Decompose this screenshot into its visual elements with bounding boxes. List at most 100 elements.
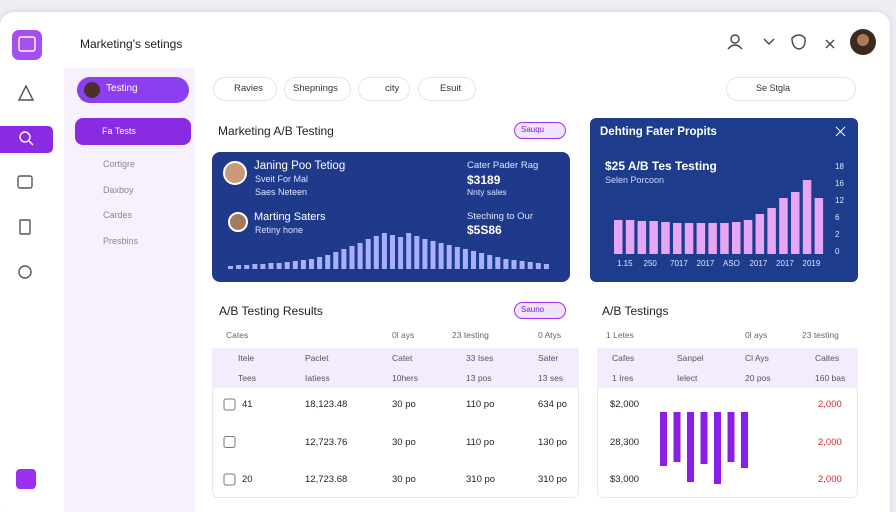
cell: 28,300 [610, 436, 640, 448]
y-tick-label: 2 [835, 230, 840, 239]
cell: 110 po [466, 399, 495, 410]
cell: 12,723.76 [305, 436, 348, 448]
cell: 18,123.48 [305, 399, 348, 410]
tab-label: Shepnings [293, 83, 338, 94]
nav-active[interactable] [0, 126, 53, 153]
header-cell: 160 bas [815, 373, 846, 383]
clock-icon[interactable] [18, 265, 32, 279]
bar [684, 223, 694, 254]
hist-bar [292, 261, 298, 269]
nav-item: Presbins [103, 236, 139, 247]
hist-bar [317, 257, 323, 269]
column-label: 23 testing [802, 330, 839, 340]
hist-bar [430, 241, 436, 269]
tab[interactable] [284, 77, 351, 101]
bar [614, 220, 623, 254]
hist-bar [381, 233, 387, 269]
hist-bar [284, 262, 290, 269]
header-cell: 20 pos [745, 373, 771, 383]
x-tick-label: 2017 [696, 259, 715, 268]
column-label: 0l ays [392, 330, 415, 340]
bar [700, 412, 708, 464]
close-button[interactable] [835, 126, 846, 137]
tab[interactable] [358, 77, 410, 101]
bar [714, 412, 721, 484]
nav-icons [16, 36, 36, 489]
cell: 2,000 [818, 474, 842, 485]
hist-bar [390, 235, 395, 269]
hist-bar [543, 264, 549, 269]
hist-bar [462, 249, 468, 269]
help-icon[interactable] [16, 469, 36, 489]
chevron-icon[interactable] [763, 38, 775, 45]
stat-label: Steching to Our [467, 211, 534, 222]
tab-label: Esuit [440, 83, 462, 94]
search-box[interactable] [726, 77, 856, 101]
close-icon[interactable] [825, 39, 835, 49]
doc-icon[interactable] [19, 219, 31, 235]
hist-bar [276, 263, 282, 269]
bar [625, 220, 635, 254]
card-title: Dehting Fater Propits [600, 126, 717, 138]
hist-bar [438, 243, 444, 269]
hist-bar [495, 257, 501, 269]
profit-card [590, 118, 858, 282]
db-icon[interactable] [17, 175, 33, 189]
cell: 30 po [392, 399, 416, 410]
y-tick-label: 6 [835, 213, 840, 222]
cell: 310 po [466, 474, 496, 485]
nav-item: Daxboy [103, 184, 134, 195]
hist-bar [357, 243, 363, 269]
active-item[interactable] [75, 118, 191, 145]
cell: 130 po [538, 436, 568, 448]
header-cell: Cafes [612, 353, 635, 363]
tab[interactable] [213, 77, 277, 101]
tab-label: Ravies [234, 83, 264, 94]
header-cell: Sanpel [677, 353, 704, 363]
checkbox[interactable] [223, 473, 236, 486]
button-label: Sauno [521, 305, 545, 314]
table-title: A/B Testings [602, 304, 669, 318]
user-icon[interactable] [730, 34, 740, 44]
hist-bar [309, 259, 314, 269]
person-line: Saes Neteen [255, 187, 308, 197]
tab-label: city [385, 83, 400, 94]
cell: 20 [242, 474, 253, 485]
cell: $3,000 [610, 474, 640, 485]
bar [732, 222, 741, 254]
cell: 634 po [538, 399, 568, 410]
bar [649, 221, 658, 254]
column-label: Cates [226, 330, 249, 340]
tab[interactable] [418, 77, 476, 101]
bar [637, 221, 647, 254]
checkbox[interactable] [223, 398, 236, 411]
checkbox[interactable] [223, 436, 236, 448]
cell: 12,723.68 [305, 474, 348, 485]
dropdown-label: Testing [106, 83, 138, 94]
bar [673, 412, 681, 462]
bar [720, 223, 729, 254]
hist-bar [333, 252, 339, 269]
column-label: 0l ays [745, 330, 768, 340]
button-label: Sauqu [521, 125, 545, 134]
x-tick-label: ASO [723, 259, 740, 268]
header-cell: Sater [538, 353, 559, 363]
cell: 110 po [466, 436, 495, 448]
hist-bar [341, 249, 347, 269]
home-icon[interactable] [17, 84, 35, 101]
bar [743, 220, 753, 254]
table-button[interactable] [514, 302, 566, 319]
section-button[interactable] [514, 122, 566, 139]
y-tick-label: 18 [835, 162, 844, 171]
table-header [212, 348, 579, 388]
person-avatar [228, 212, 248, 232]
hist-bar [422, 239, 428, 269]
bar [696, 223, 706, 254]
hist-bar [252, 264, 258, 269]
hist-bar [349, 246, 355, 269]
nav-item: Cardes [103, 210, 133, 221]
hist-bar [503, 259, 509, 269]
person-name: Janing Poo Tetiog [254, 160, 346, 172]
hist-bar [365, 239, 371, 269]
bell-icon[interactable] [791, 34, 806, 50]
